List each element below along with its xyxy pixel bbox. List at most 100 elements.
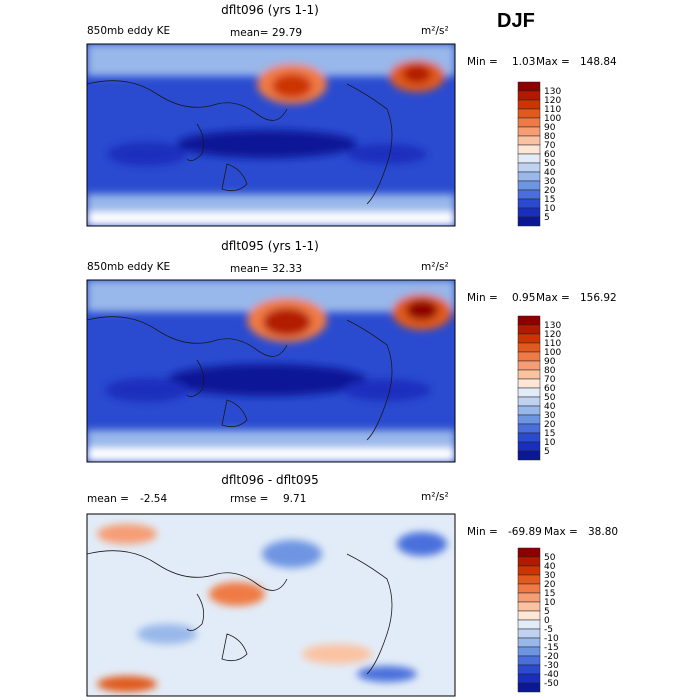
colorbar-tick-label: 30 [544, 571, 556, 581]
colorbar-tick-label: 30 [544, 177, 556, 187]
colorbar-swatch [517, 574, 541, 585]
colorbar-swatch [517, 628, 541, 639]
colorbar-swatch [517, 135, 541, 146]
colorbar-swatch [517, 646, 541, 657]
colorbar-swatch [517, 108, 541, 119]
panel-left-value: -2.54 [140, 493, 167, 505]
colorbar-tick-label: 5 [544, 447, 550, 457]
colorbar-tick-label: 50 [544, 159, 556, 169]
colorbar-swatch [517, 396, 541, 407]
colorbar-swatch [517, 565, 541, 576]
panel-2: dflt095 (yrs 1-1) 850mb eddy KE mean= 32… [86, 239, 617, 463]
colorbar-swatch [517, 369, 541, 380]
colorbar-tick-label: 15 [544, 429, 555, 439]
colorbar-tick-label: 40 [544, 562, 556, 572]
colorbar-tick-label: -10 [544, 634, 559, 644]
panel-stat-label: mean= [230, 263, 269, 275]
colorbar-tick-label: 130 [544, 321, 561, 331]
colorbar-swatch [517, 216, 541, 227]
panel-min-label: Min = [467, 56, 498, 68]
panel-units: m²/s² [421, 25, 449, 37]
colorbar-tick-label: 120 [544, 330, 561, 340]
colorbar-tick-label: 120 [544, 96, 561, 106]
panel-1: dflt096 (yrs 1-1) 850mb eddy KE mean= 29… [86, 3, 617, 227]
panel-title: dflt095 (yrs 1-1) [221, 239, 319, 253]
colorbar-tick-label: 50 [544, 393, 556, 403]
colorbar-swatch [517, 556, 541, 567]
colorbar-tick-label: 20 [544, 580, 556, 590]
colorbar-swatch [517, 619, 541, 630]
colorbar-tick-label: 20 [544, 420, 556, 430]
panel-stat-value: 32.33 [272, 263, 302, 275]
colorbar-swatch [517, 450, 541, 461]
panel-left-label: 850mb eddy KE [87, 261, 170, 273]
panel-units: m²/s² [421, 491, 449, 503]
panel-stat-value: 9.71 [283, 493, 306, 505]
colorbar-swatch [517, 673, 541, 684]
colorbar-swatch [517, 90, 541, 101]
colorbar-swatch [517, 324, 541, 335]
colorbar-swatch [517, 637, 541, 648]
colorbar-swatch [517, 405, 541, 416]
colorbar-tick-label: 90 [544, 357, 556, 367]
map-field [86, 43, 456, 227]
colorbar-swatch [517, 162, 541, 173]
colorbar-swatch [517, 342, 541, 353]
panel-max-value: 156.92 [580, 292, 617, 304]
panel-left-label: 850mb eddy KE [87, 25, 170, 37]
colorbar-swatches [517, 315, 541, 461]
colorbar-swatches [517, 81, 541, 227]
panel-max-label: Max = [536, 56, 570, 68]
colorbar-swatch [517, 126, 541, 137]
colorbar-swatch [517, 315, 541, 326]
colorbar-swatch [517, 333, 541, 344]
colorbar-swatch [517, 664, 541, 675]
colorbar-tick-label: 80 [544, 366, 556, 376]
panel-units: m²/s² [421, 261, 449, 273]
panel-stat-label: rmse = [230, 493, 268, 505]
colorbar-swatch [517, 180, 541, 191]
panel-max-value: 148.84 [580, 56, 617, 68]
colorbar-tick-label: 60 [544, 384, 556, 394]
panel-max-label: Max = [536, 292, 570, 304]
map-frame [86, 43, 456, 227]
panel-title: dflt096 (yrs 1-1) [221, 3, 319, 17]
panel-min-value: 0.95 [512, 292, 535, 304]
colorbar-swatch [517, 198, 541, 209]
map-frame [86, 279, 456, 463]
colorbar-tick-label: -20 [544, 652, 559, 662]
colorbar-tick-label: -30 [544, 661, 559, 671]
colorbar-tick-label: -15 [544, 643, 559, 653]
colorbar-tick-label: 10 [544, 598, 556, 608]
colorbar-swatches [517, 547, 541, 693]
colorbar-tick-label: 110 [544, 105, 561, 115]
season-label: DJF [497, 10, 535, 32]
colorbar-swatch [517, 117, 541, 128]
colorbar-tick-label: 20 [544, 186, 556, 196]
colorbar-swatch [517, 583, 541, 594]
colorbar-swatch [517, 189, 541, 200]
panel-stat-label: mean= [230, 27, 269, 39]
colorbar-tick-label: 100 [544, 348, 561, 358]
panel-min-label: Min = [467, 526, 498, 538]
colorbar-swatch [517, 99, 541, 110]
panel-left-label: mean = [87, 493, 129, 505]
colorbar-tick-label: 5 [544, 213, 550, 223]
colorbar-swatch [517, 655, 541, 666]
colorbar-swatch [517, 432, 541, 443]
colorbar-tick-label: 15 [544, 589, 555, 599]
colorbar-swatch [517, 378, 541, 389]
colorbar-tick-label: 70 [544, 141, 556, 151]
colorbar-swatch [517, 441, 541, 452]
colorbar-swatch [517, 360, 541, 371]
colorbar-swatch [517, 610, 541, 621]
colorbar-swatch [517, 414, 541, 425]
panel-stat-value: 29.79 [272, 27, 302, 39]
colorbar-swatch [517, 387, 541, 398]
colorbar-tick-label: 15 [544, 195, 555, 205]
